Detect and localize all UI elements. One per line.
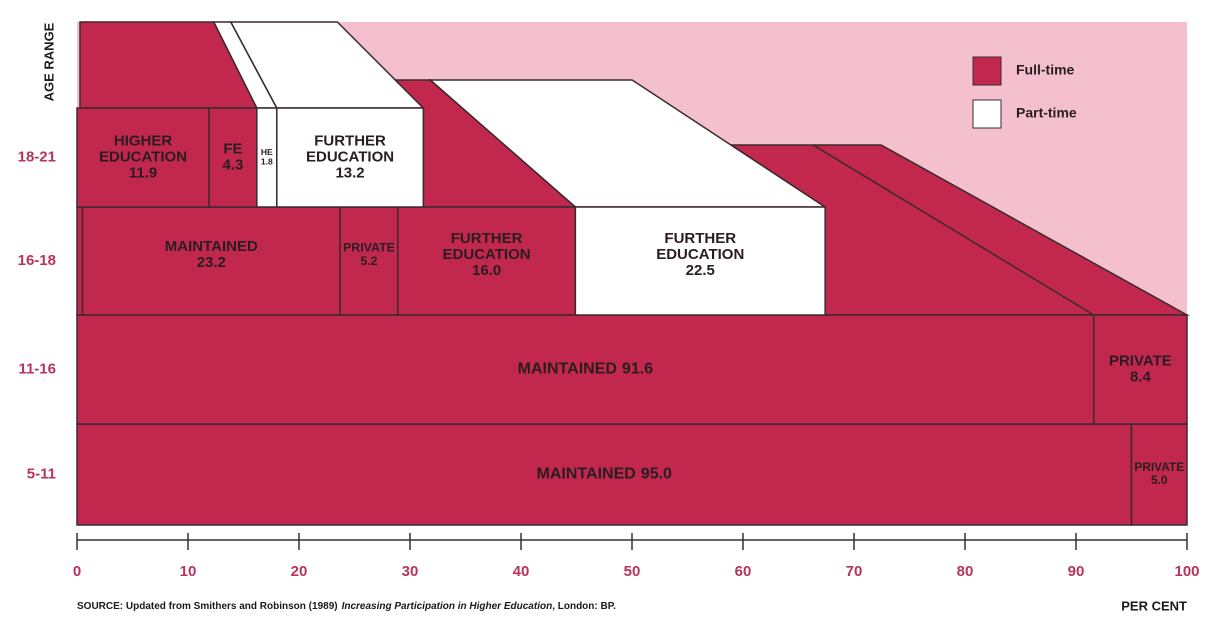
segment-value: 1.8 [261,156,273,166]
segment-label: MAINTAINED 91.6 [518,361,653,378]
x-tick-label: 20 [291,563,308,580]
segment-value: 16.0 [472,262,501,279]
segment-value: 95.0 [641,466,672,483]
segment-name: HIGHER [114,132,173,149]
segment-value: 91.6 [622,361,653,378]
x-tick-label: 70 [846,563,863,580]
segment-name: PRIVATE [1134,460,1184,474]
segment [1130,423,1188,526]
segment [76,314,1095,425]
segment [208,107,258,208]
segment-name: EDUCATION [656,246,744,263]
segment [1093,314,1188,425]
source-text: SOURCE: Updated from Smithers and Robins… [77,601,338,612]
segment-name: FURTHER [664,230,736,247]
segment-value: 5.0 [1151,473,1168,487]
segment-value: 8.4 [1130,369,1152,386]
legend-swatch [972,56,1002,86]
x-tick-label: 30 [402,563,419,580]
segment-name: MAINTAINED [537,466,636,483]
flow-divider [812,144,1095,316]
legend-swatch [972,99,1002,129]
segment [76,423,1133,526]
segment-name: FE [223,140,242,157]
y-tick-label: 5-11 [27,465,56,482]
legend-label: Full-time [1016,62,1075,78]
segment-name: PRIVATE [343,241,395,255]
source-title: Increasing Participation in Higher Educa… [342,601,553,612]
y-tick-label: 11-16 [18,360,56,377]
x-tick-label: 100 [1174,563,1199,580]
x-tick-label: 50 [624,563,641,580]
source-tail: , London: BP. [552,601,616,612]
segment-name: MAINTAINED [165,238,258,255]
segment-name: FURTHER [451,230,523,247]
x-tick-label: 90 [1068,563,1085,580]
legend-label: Part-time [1016,105,1077,121]
segment-value: 4.3 [223,157,244,174]
segment-value: 23.2 [197,254,226,271]
segment-name: EDUCATION [99,148,187,165]
segment-name: PRIVATE [1109,352,1172,369]
segment [276,107,425,208]
segment [76,206,84,316]
segment-name: EDUCATION [306,148,394,165]
segment [339,206,399,316]
segment-value: 11.9 [129,165,157,182]
segment-value: 5.2 [360,254,377,268]
y-axis-label: AGE RANGE [41,22,56,101]
x-tick-label: 40 [513,563,530,580]
segment [81,206,341,316]
y-tick-label: 16-18 [18,252,56,269]
x-tick-label: 80 [957,563,974,580]
segment-name: FURTHER [314,132,386,149]
x-axis-label: PER CENT [1121,598,1187,613]
segment-name: EDUCATION [443,246,531,263]
segment-name: MAINTAINED [518,361,617,378]
segment-value: 22.5 [686,262,715,279]
segment-name: HE [261,147,273,157]
x-tick-label: 10 [180,563,197,580]
x-tick-label: 60 [735,563,752,580]
segment-label: MAINTAINED 95.0 [537,466,672,483]
segment [397,206,577,316]
source: SOURCE: Updated from Smithers and Robins… [77,601,616,612]
x-tick-label: 0 [73,563,81,580]
segment-value: 13.2 [335,165,364,182]
y-tick-label: 18-21 [18,148,56,165]
segment [574,206,826,316]
